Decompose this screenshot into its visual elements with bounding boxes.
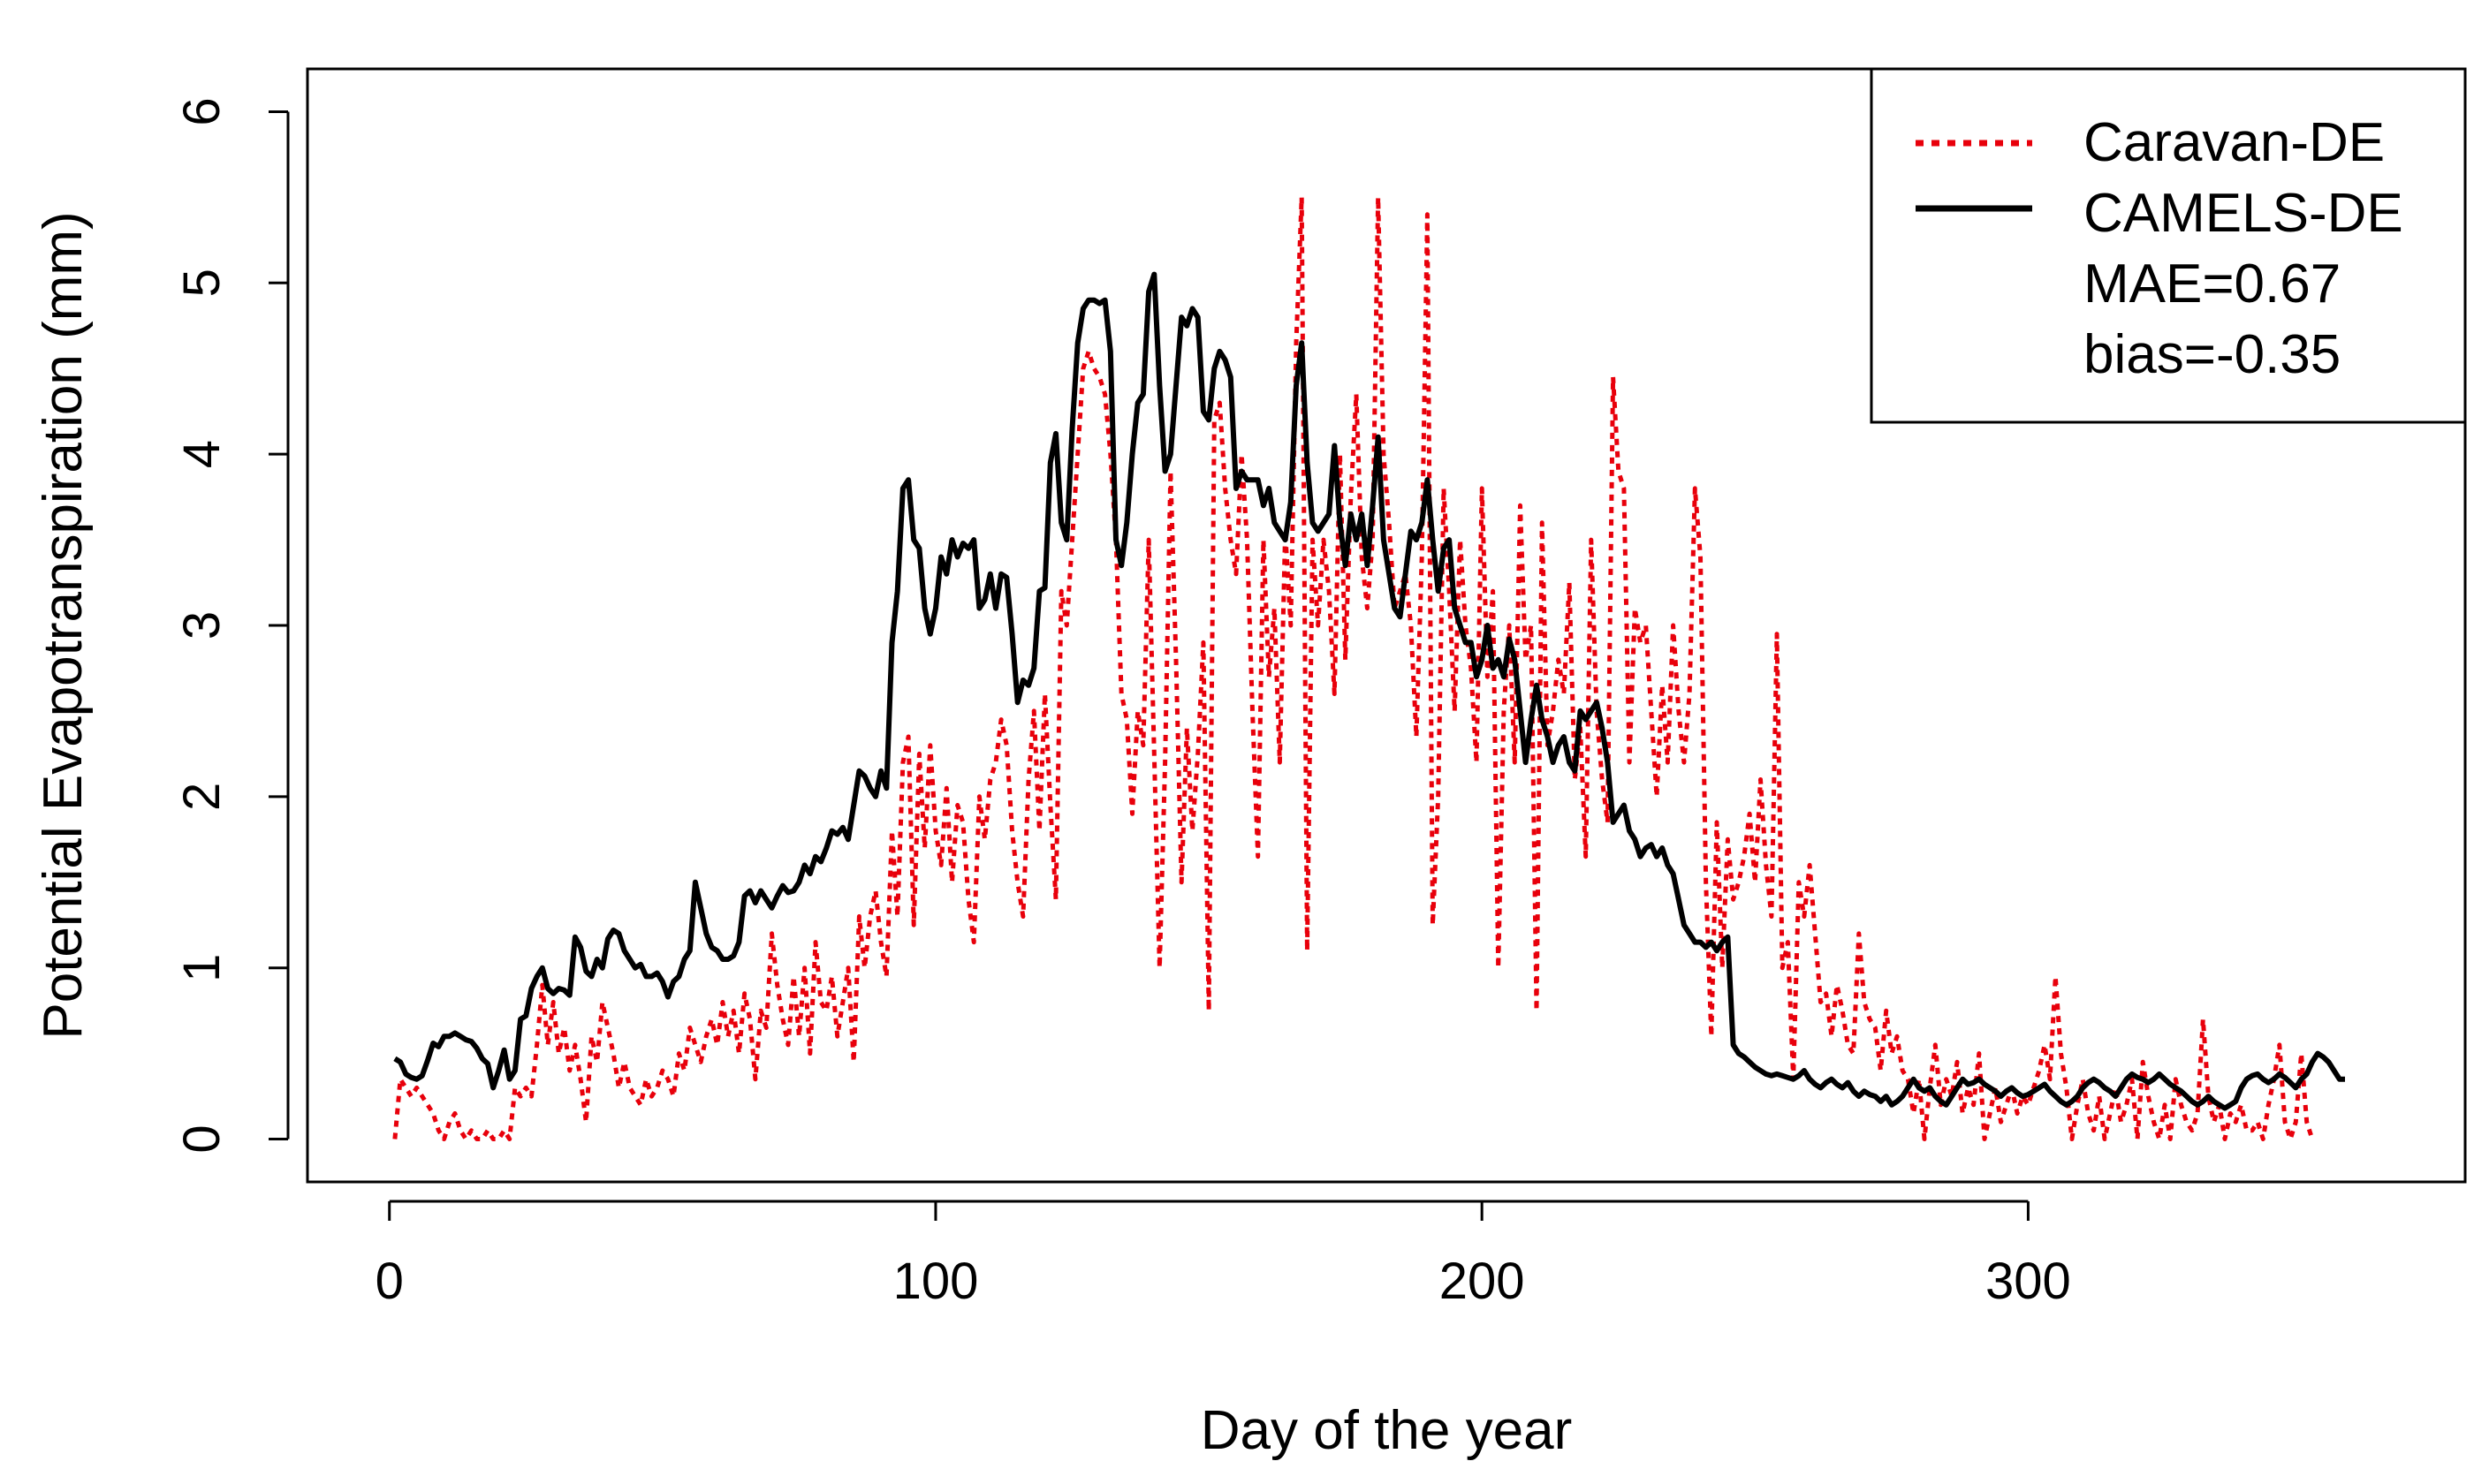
y-tick-label: 5 — [173, 269, 231, 297]
x-tick-label: 200 — [1439, 1253, 1525, 1310]
legend-annotation-bias: bias=-0.35 — [2083, 324, 2341, 385]
x-tick-label: 100 — [893, 1253, 979, 1310]
y-axis: 0 1 2 3 4 5 6 — [173, 97, 290, 1154]
series-layer — [392, 194, 2345, 1141]
y-tick-label: 1 — [173, 954, 231, 982]
x-tick-label: 300 — [1985, 1253, 2071, 1310]
legend-box — [1870, 67, 2467, 424]
x-axis-title: Day of the year — [1201, 1400, 1572, 1461]
legend: Caravan-DE CAMELS-DE MAE=0.67 bias=-0.35 — [1870, 67, 2467, 424]
series-line-camels-de — [393, 271, 2345, 1111]
y-tick-label: 0 — [173, 1124, 231, 1153]
legend-annotation-mae: MAE=0.67 — [2083, 254, 2341, 314]
x-tick-label: 0 — [376, 1253, 404, 1310]
plot-frame — [306, 67, 2467, 1184]
y-axis-title: Potential Evapotranspiration (mm) — [33, 211, 94, 1039]
y-tick-label: 6 — [173, 97, 231, 125]
y-tick-label: 3 — [173, 611, 231, 640]
y-tick-label: 2 — [173, 783, 231, 811]
legend-label-camels: CAMELS-DE — [2083, 183, 2403, 244]
series-line-caravan-de — [392, 194, 2315, 1141]
x-axis: 0 100 200 300 — [376, 1200, 2071, 1310]
legend-label-caravan: Caravan-DE — [2083, 112, 2385, 173]
y-tick-label: 4 — [173, 440, 231, 468]
